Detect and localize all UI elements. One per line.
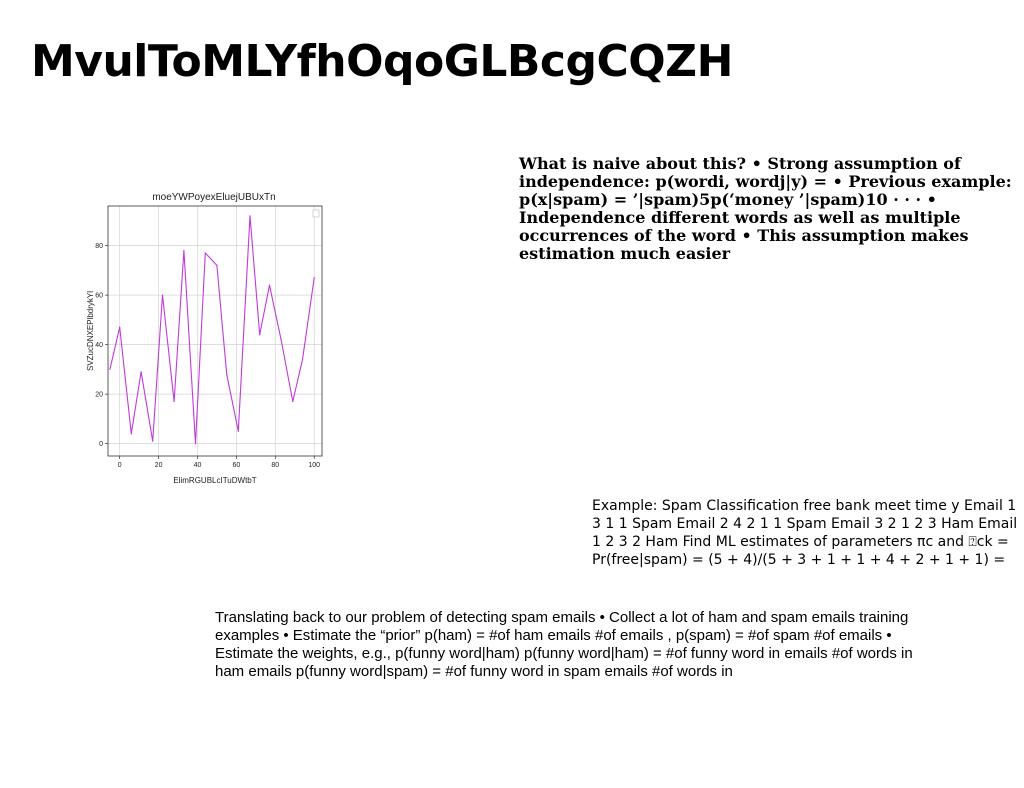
data-point	[237, 430, 239, 432]
y-tick-label: 60	[95, 293, 103, 300]
line-chart-svg: moeYWPoyexEluejUBUxTn 0 20 40 60 80 0 20 40 60 80…	[86, 192, 323, 485]
data-point	[216, 264, 218, 267]
spam-example-text: Example: Spam Classification free bank m…	[592, 498, 1018, 568]
chart-grid	[108, 206, 322, 456]
y-tick-label: 20	[95, 392, 103, 399]
data-point	[119, 326, 121, 328]
data-point	[140, 371, 142, 373]
x-tick-label: 60	[233, 462, 241, 469]
y-tick-label: 40	[95, 342, 103, 349]
x-tick-label: 80	[271, 462, 279, 469]
y-tick-label: 0	[99, 441, 103, 448]
data-point	[226, 373, 228, 375]
data-point	[313, 277, 315, 279]
data-point	[204, 252, 206, 254]
data-point	[109, 368, 111, 370]
chart-legend-box	[312, 209, 320, 218]
data-point	[259, 334, 261, 336]
line-chart: moeYWPoyexEluejUBUxTn 0 20 40 60 80 0 20 40 60 80…	[84, 186, 328, 488]
data-point	[194, 443, 197, 445]
slide-title: MvulToMLYfhOqoGLBcgCQZH	[31, 36, 733, 87]
translating-back-text: Translating back to our problem of detec…	[215, 609, 913, 680]
naive-assumption-text: What is naive about this? • Strong assum…	[519, 154, 1012, 263]
data-point	[152, 440, 154, 442]
series-line	[109, 215, 315, 445]
data-point	[268, 284, 271, 286]
data-point	[301, 358, 304, 361]
data-point	[183, 249, 185, 252]
data-point	[292, 400, 294, 403]
plot-frame	[107, 205, 323, 457]
chart-title: moeYWPoyexEluejUBUxTn	[152, 192, 275, 203]
data-point	[249, 215, 251, 217]
x-axis-label: ElimRGUBLcITuDWtbT	[173, 476, 256, 485]
data-point	[280, 339, 282, 341]
x-tick-label: 40	[194, 462, 202, 469]
data-point	[130, 433, 132, 435]
y-tick-label: 80	[95, 243, 103, 250]
y-axis-label: SVZucDNXEPlbdrykYl	[86, 291, 95, 371]
data-point	[161, 294, 164, 296]
data-point	[173, 400, 175, 403]
x-tick-label: 0	[118, 462, 122, 469]
x-tick-label: 20	[155, 462, 163, 469]
x-tick-label: 100	[308, 462, 320, 469]
chart-series-layer	[109, 215, 315, 445]
chart-ticks: 0 20 40 60 80 0 20 40 60 80 100	[95, 243, 320, 469]
